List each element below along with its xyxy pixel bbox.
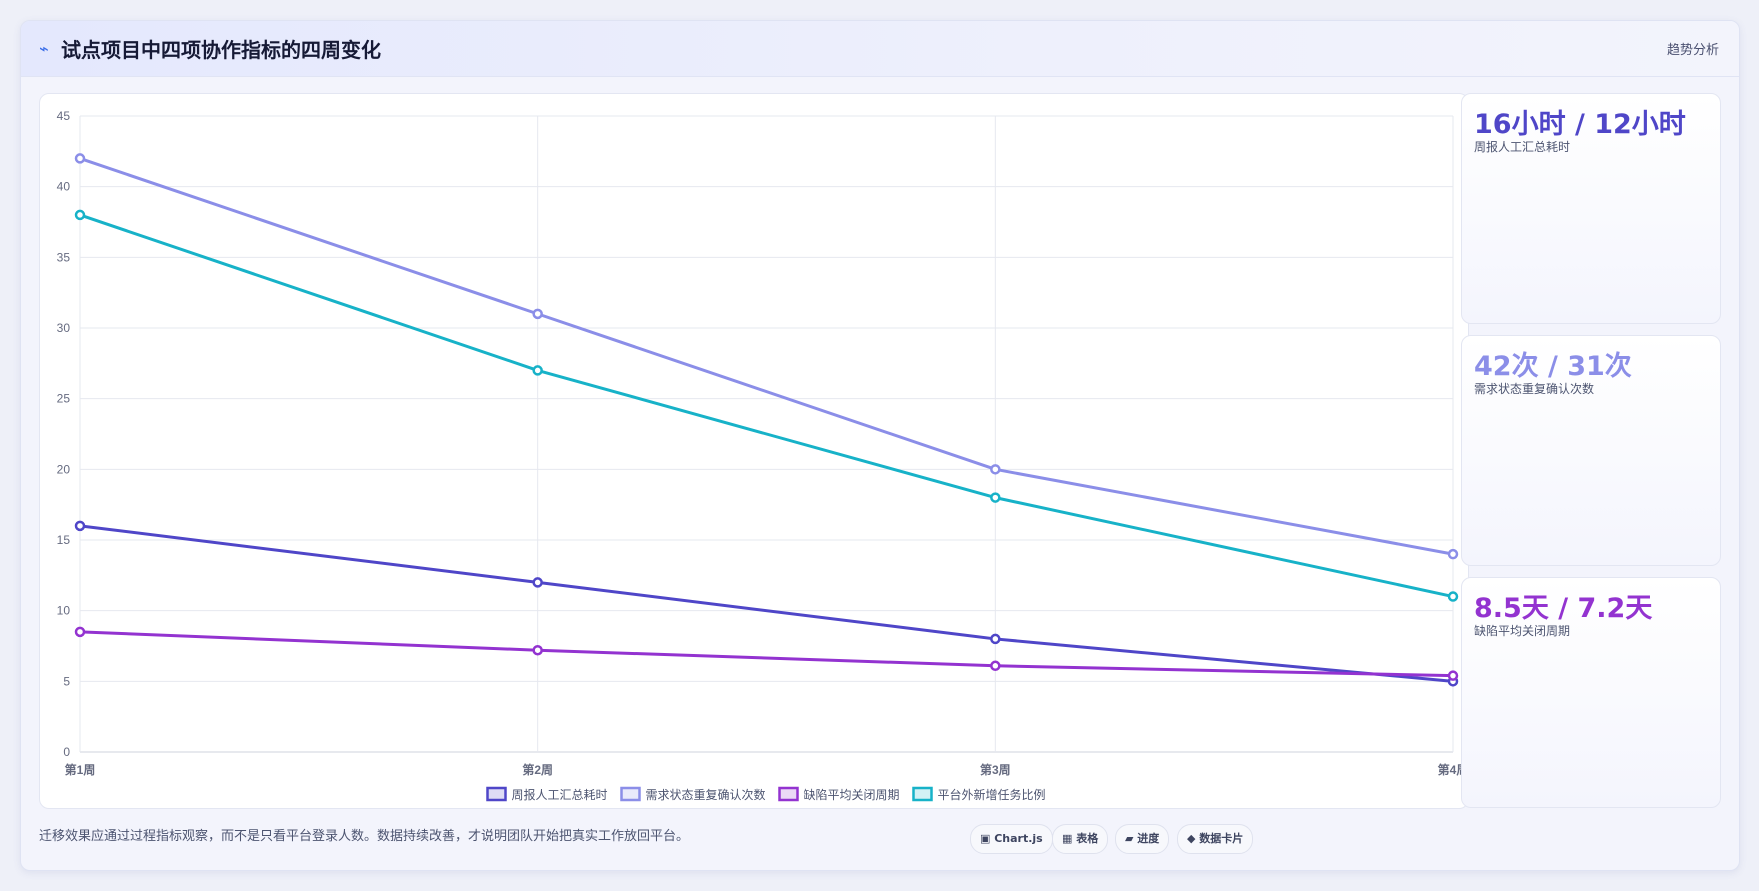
x-tick-label: 第3周 <box>980 762 1011 777</box>
data-point <box>74 520 86 532</box>
data-point <box>990 464 1001 475</box>
legend-label: 周报人工汇总耗时 <box>512 787 608 802</box>
legend-label: 平台外新增任务比例 <box>938 787 1046 802</box>
x-tick-label: 第4周 <box>1438 762 1468 777</box>
data-point <box>532 365 543 376</box>
y-tick-label: 5 <box>63 674 70 688</box>
data-point <box>1447 591 1459 602</box>
kpi-label: 需求状态重复确认次数 <box>1474 382 1595 396</box>
trend-analysis-tag: 趋势分析 <box>1666 43 1719 58</box>
kpi-card-defect-cycle: 8.5天 / 7.2天 缺陷平均关闭周期 <box>1461 577 1721 808</box>
y-tick-label: 25 <box>57 392 71 406</box>
legend-swatch <box>778 786 799 802</box>
data-point <box>990 660 1001 672</box>
data-point <box>532 644 543 656</box>
trend-icon: ⌁ <box>39 39 49 58</box>
y-tick-label: 10 <box>57 604 71 618</box>
y-tick-label: 35 <box>57 250 71 264</box>
y-tick-label: 15 <box>57 533 71 547</box>
legend-label: 需求状态重复确认次数 <box>646 787 766 802</box>
chart-panel: 0 5 10 15 20 25 30 35 40 45 第1周 第2周 第3周 第4周周报人工汇总耗时 需求… <box>39 93 1469 809</box>
header-bar: ⌁ 试点项目中四项协作指标的四周变化 趋势分析 <box>21 21 1739 77</box>
y-tick-label: 40 <box>57 180 71 194</box>
data-point <box>990 492 1001 503</box>
y-tick-label: 45 <box>57 109 71 123</box>
kpi-value: 8.5天 / 7.2天 <box>1474 593 1653 624</box>
legend-swatch <box>620 786 641 802</box>
y-tick-label: 0 <box>63 745 70 759</box>
kpi-label: 缺陷平均关闭周期 <box>1474 624 1571 638</box>
footer-note: 迁移效果应通过过程指标观察，而不是只看平台登录人数。数据持续改善，才说明团队开始… <box>39 829 690 844</box>
data-point <box>74 209 86 221</box>
chartjs-pill[interactable]: ▣ Chart.js <box>970 824 1053 854</box>
x-tick-label: 第1周 <box>65 762 96 777</box>
data-point <box>74 153 86 164</box>
series-line <box>79 213 1454 598</box>
legend-swatch <box>486 786 507 802</box>
kpi-value: 42次 / 31次 <box>1474 351 1632 382</box>
series-line <box>79 630 1454 678</box>
y-tick-label: 30 <box>57 321 71 335</box>
table-pill[interactable]: ▦ 表格 <box>1052 824 1109 854</box>
series-line <box>79 156 1454 556</box>
dashboard-card: ⌁ 试点项目中四项协作指标的四周变化 趋势分析 0 5 10 15 20 25 30 35 40… <box>20 20 1740 871</box>
series-line <box>79 524 1454 683</box>
y-tick-label: 20 <box>57 462 71 476</box>
data-point <box>532 308 543 320</box>
progress-pill[interactable]: ▰ 进度 <box>1115 824 1170 854</box>
kpi-card-weekly-report: 16小时 / 12小时 周报人工汇总耗时 <box>1461 93 1721 324</box>
kpi-label: 周报人工汇总耗时 <box>1474 140 1571 154</box>
legend-swatch <box>912 786 933 802</box>
data-point <box>74 626 86 638</box>
kpi-card-requirement-confirm: 42次 / 31次 需求状态重复确认次数 <box>1461 335 1721 566</box>
kpi-value: 16小时 / 12小时 <box>1474 109 1686 140</box>
data-point <box>1447 548 1459 560</box>
data-card-pill[interactable]: ◆ 数据卡片 <box>1177 824 1254 854</box>
data-point <box>1447 670 1459 681</box>
page-title: 试点项目中四项协作指标的四周变化 <box>61 38 381 62</box>
data-point <box>532 577 543 588</box>
legend-label: 缺陷平均关闭周期 <box>804 787 900 802</box>
x-tick-label: 第2周 <box>522 762 553 777</box>
data-point <box>990 633 1001 645</box>
